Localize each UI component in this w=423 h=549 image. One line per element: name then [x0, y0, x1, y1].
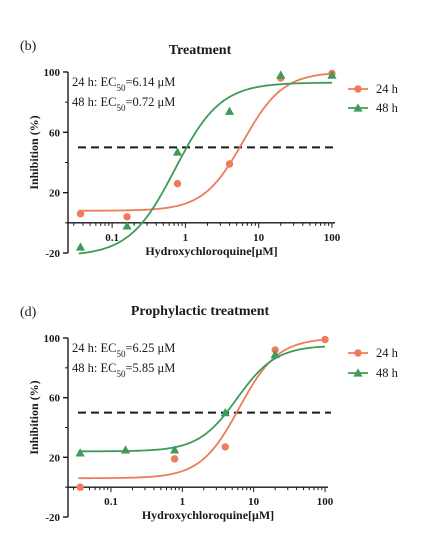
chart-panel-2: (d) Prophylactic treatment -20 20 60 100 0.1 1 1…	[20, 304, 399, 524]
data-point-24h	[76, 210, 85, 218]
x-axis-title: Hydroxychloroquine[μM]	[142, 508, 274, 522]
fit-curve-48h	[78, 81, 332, 255]
data-point-24h	[321, 335, 329, 344]
data-point-24h	[76, 483, 84, 491]
fit-curve-24h	[78, 72, 333, 212]
chart-panel-1: (b) Treatment -20 20 60 100 0.1 1 10 100 Hydroxych…	[20, 39, 399, 260]
data-point-48h	[122, 221, 132, 230]
y-tick-label: 20	[49, 188, 61, 200]
data-point-48h	[327, 70, 337, 79]
y-axis-title: Inhibition (%)	[27, 380, 41, 454]
y-tick-label: 100	[44, 67, 61, 79]
y-tick-label: -20	[45, 248, 60, 260]
chart-title: Prophylactic treatment	[131, 304, 270, 319]
data-point-24h	[123, 213, 131, 221]
legend-swatch-marker	[354, 349, 362, 357]
x-tick-label: 0.1	[104, 496, 118, 508]
data-point-48h	[172, 147, 183, 156]
data-point-48h	[220, 407, 230, 417]
y-tick-label: 60	[49, 393, 61, 405]
x-tick-label: 1	[183, 232, 189, 244]
x-tick-label: 100	[324, 232, 341, 244]
legend-swatch-marker	[353, 368, 363, 377]
data-point-24h	[173, 179, 182, 188]
y-axis-title: Inhibition (%)	[27, 115, 41, 189]
chart-title: Treatment	[169, 43, 232, 58]
x-tick-label: 10	[248, 496, 260, 508]
legend-swatch-marker	[354, 85, 362, 93]
y-tick-label: 20	[49, 452, 61, 464]
data-point-48h	[276, 70, 286, 79]
data-point-24h	[225, 160, 234, 168]
ec50-annotation: 24 h: EC50=6.14 μM	[72, 75, 175, 93]
data-point-48h	[75, 448, 85, 457]
ec50-annotation: 24 h: EC50=6.25 μM	[72, 341, 175, 359]
fit-curve-48h	[78, 345, 326, 453]
ec50-annotation: 48 h: EC50=0.72 μM	[72, 95, 175, 113]
panel-label: (b)	[20, 39, 37, 54]
data-point-48h	[224, 106, 235, 115]
legend-entry: 24 h	[348, 82, 399, 96]
legend-label: 24 h	[376, 82, 399, 96]
legend-label: 24 h	[376, 346, 399, 360]
fit-curve-24h	[78, 338, 326, 480]
x-tick-label: 0.1	[105, 232, 119, 244]
legend-label: 48 h	[376, 101, 399, 115]
y-tick-label: 100	[44, 333, 61, 345]
data-point-48h	[75, 242, 86, 251]
legend-entry: 24 h	[348, 346, 399, 360]
legend-entry: 48 h	[348, 366, 399, 380]
x-tick-label: 100	[317, 496, 334, 508]
legend-entry: 48 h	[348, 101, 399, 115]
ec50-annotation: 48 h: EC50=5.85 μM	[72, 361, 175, 379]
data-point-48h	[170, 445, 180, 454]
data-point-24h	[221, 443, 229, 451]
y-tick-label: -20	[45, 512, 60, 524]
x-tick-label: 1	[180, 496, 186, 508]
data-point-24h	[170, 455, 179, 463]
data-point-48h	[120, 445, 131, 454]
panel-label: (d)	[20, 305, 37, 320]
legend-swatch-marker	[353, 103, 363, 112]
x-tick-label: 10	[253, 232, 265, 244]
legend-label: 48 h	[376, 366, 399, 380]
y-tick-label: 60	[49, 127, 61, 139]
x-axis-title: Hydroxychloroquine[μM]	[145, 244, 277, 258]
data-point-48h	[270, 349, 280, 359]
